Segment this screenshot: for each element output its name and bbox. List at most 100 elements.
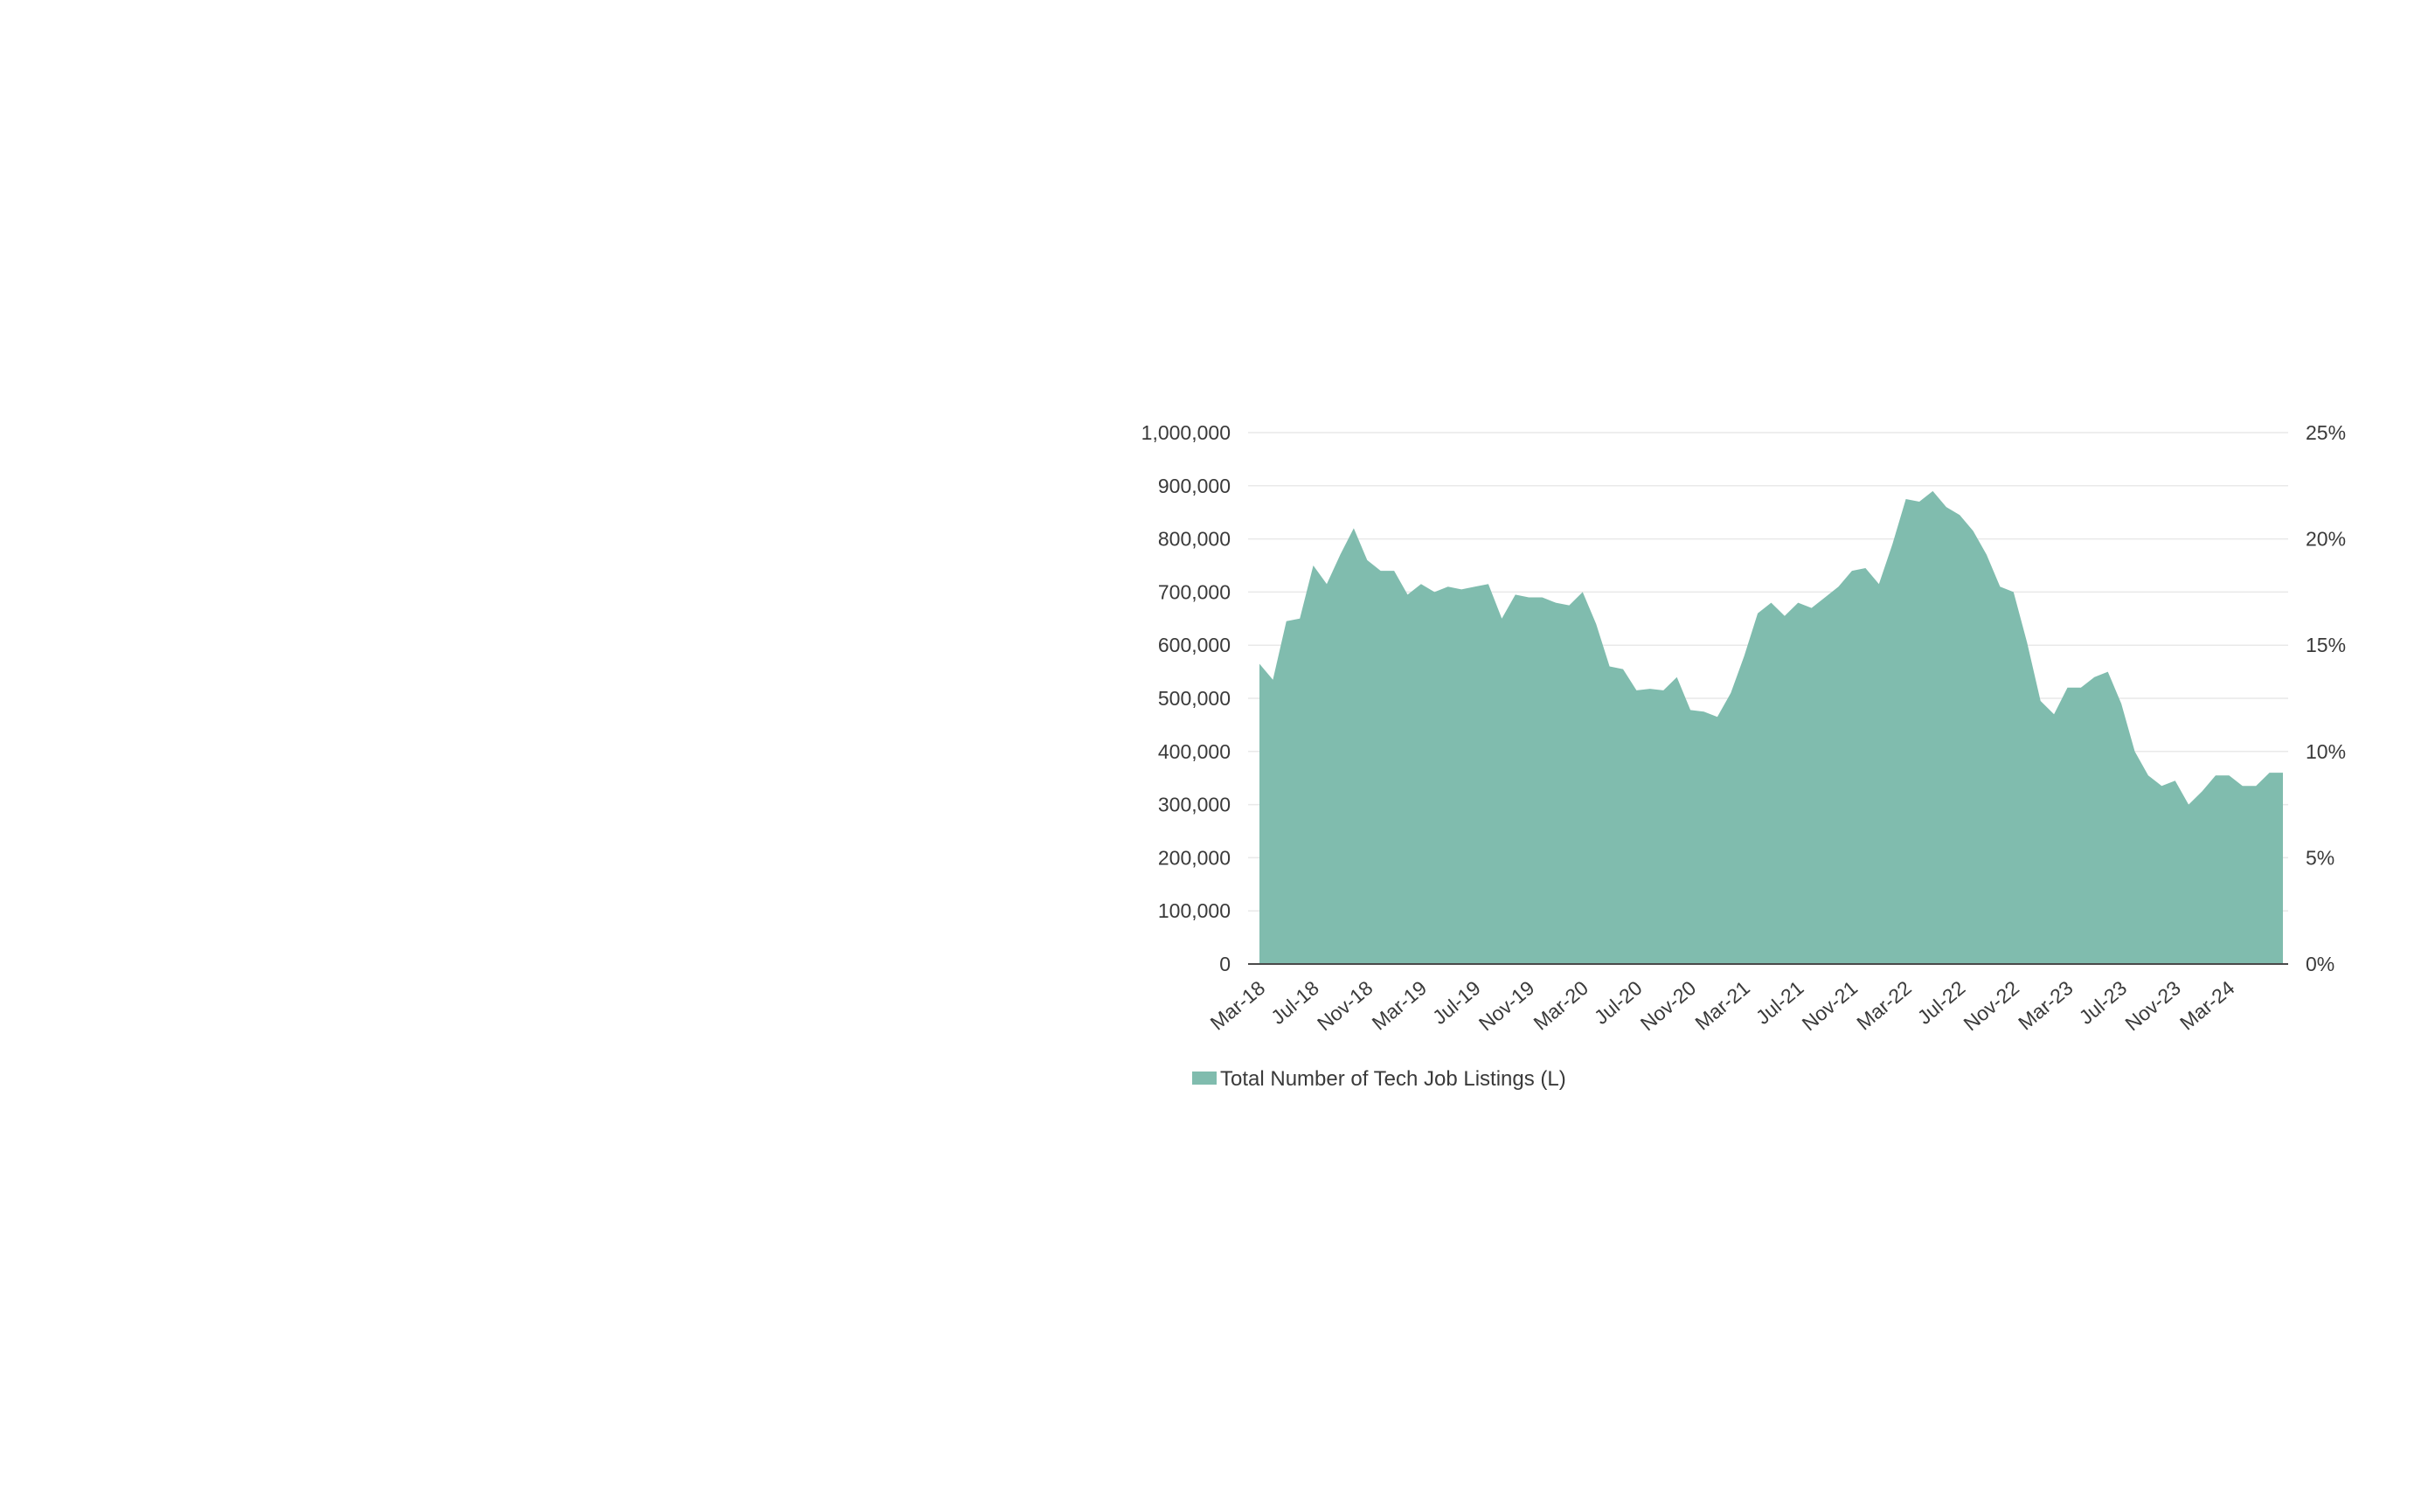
x-tick-label: Nov-20: [1636, 976, 1701, 1036]
series-area: [1259, 490, 2283, 964]
data-point: [1500, 617, 1503, 621]
data-point: [1863, 566, 1867, 570]
y-right-tick-label: 20%: [2306, 528, 2346, 551]
data-point: [1379, 569, 1383, 572]
data-point: [1460, 587, 1463, 591]
data-point: [2025, 641, 2029, 644]
data-point: [1756, 612, 1759, 615]
y-right-tick-label: 5%: [2306, 846, 2334, 869]
data-point: [1446, 585, 1450, 588]
data-point: [2201, 789, 2204, 793]
legend-label: Total Number of Tech Job Listings (L): [1220, 1067, 1566, 1091]
y-right-tick-label: 10%: [2306, 740, 2346, 763]
data-point: [1433, 590, 1436, 593]
y-left-tick-label: 700,000: [1158, 580, 1231, 603]
legend: Total Number of Tech Job Listings (L): [1192, 1067, 1566, 1091]
data-point: [1823, 596, 1827, 600]
y-axis-right: 0% 5% 10% 15% 20% 25%: [2306, 421, 2346, 975]
data-point: [1271, 678, 1274, 682]
x-tick-label: Nov-19: [1474, 976, 1539, 1036]
y-right-tick-label: 0%: [2306, 953, 2334, 975]
data-point: [1581, 590, 1585, 593]
data-point: [2187, 803, 2190, 807]
data-point: [1770, 601, 1773, 605]
data-point: [1285, 620, 1288, 623]
x-tick-label: Mar-20: [1529, 976, 1592, 1035]
data-point: [1621, 668, 1625, 671]
data-point: [1689, 708, 1692, 711]
data-point: [1648, 687, 1652, 690]
data-point: [1931, 489, 1934, 493]
data-point: [2052, 712, 2056, 716]
y-axis-left: 0 100,000 200,000 300,000 400,000 500,000 600,…: [1141, 421, 1231, 975]
data-point: [1312, 564, 1315, 567]
y-left-tick-label: 200,000: [1158, 846, 1231, 869]
data-point: [1945, 505, 1948, 509]
x-tick-label: Mar-21: [1690, 976, 1754, 1035]
data-point: [1474, 585, 1477, 588]
data-point: [1554, 601, 1557, 605]
data-point: [2133, 750, 2137, 753]
data-point: [1837, 585, 1841, 588]
y-left-tick-label: 300,000: [1158, 794, 1231, 816]
data-point: [2119, 702, 2123, 705]
data-point: [1743, 654, 1746, 657]
x-tick-label: Mar-19: [1368, 976, 1432, 1035]
data-point: [2254, 784, 2258, 787]
data-point: [1487, 582, 1490, 586]
data-point: [2039, 699, 2043, 703]
data-point: [1298, 617, 1301, 621]
x-tick-label: Nov-22: [1960, 976, 2024, 1036]
data-point: [2160, 784, 2163, 787]
x-tick-label: Nov-23: [2120, 976, 2185, 1036]
data-point: [1998, 585, 2001, 588]
data-point: [1567, 604, 1571, 607]
x-tick-label: Mar-24: [2175, 976, 2239, 1035]
data-point: [1716, 715, 1719, 718]
y-left-tick-label: 0: [1219, 953, 1231, 975]
data-point: [2241, 784, 2244, 787]
y-right-tick-label: 25%: [2306, 421, 2346, 444]
data-point: [2147, 773, 2150, 777]
data-point: [1850, 569, 1854, 572]
y-left-tick-label: 600,000: [1158, 634, 1231, 656]
data-point: [1514, 593, 1517, 596]
y-left-tick-label: 900,000: [1158, 475, 1231, 497]
data-point: [1985, 553, 1988, 557]
data-point: [2227, 773, 2230, 777]
data-point: [1877, 582, 1881, 586]
data-point: [1338, 553, 1342, 557]
x-tick-label: Mar-18: [1206, 976, 1270, 1035]
data-point: [1810, 607, 1814, 610]
data-point: [1608, 665, 1612, 669]
data-point: [1904, 497, 1908, 501]
data-point: [1258, 662, 1261, 666]
legend-swatch: [1192, 1072, 1217, 1085]
data-point: [2268, 771, 2272, 774]
data-point: [1703, 710, 1706, 713]
data-point: [1675, 676, 1679, 679]
data-point: [1796, 601, 1800, 605]
data-point: [1972, 530, 1975, 533]
data-point: [1365, 558, 1369, 562]
data-point: [1661, 689, 1665, 692]
data-point: [1541, 596, 1544, 600]
y-left-tick-label: 500,000: [1158, 687, 1231, 710]
data-point: [1406, 593, 1410, 596]
data-point: [1958, 513, 1961, 517]
data-point: [1783, 614, 1786, 618]
y-right-tick-label: 15%: [2306, 634, 2346, 656]
data-point: [1352, 526, 1356, 530]
data-point: [1918, 500, 1921, 503]
x-tick-label: Mar-22: [1852, 976, 1916, 1035]
data-point: [2214, 773, 2217, 777]
data-point: [1325, 582, 1328, 586]
data-point: [1392, 569, 1396, 572]
data-point: [2012, 590, 2015, 593]
data-point: [2079, 686, 2083, 690]
y-left-tick-label: 800,000: [1158, 528, 1231, 551]
data-point: [2066, 686, 2070, 690]
data-point: [2092, 676, 2096, 679]
x-tick-label: Nov-18: [1313, 976, 1377, 1036]
x-tick-label: Mar-23: [2014, 976, 2078, 1035]
